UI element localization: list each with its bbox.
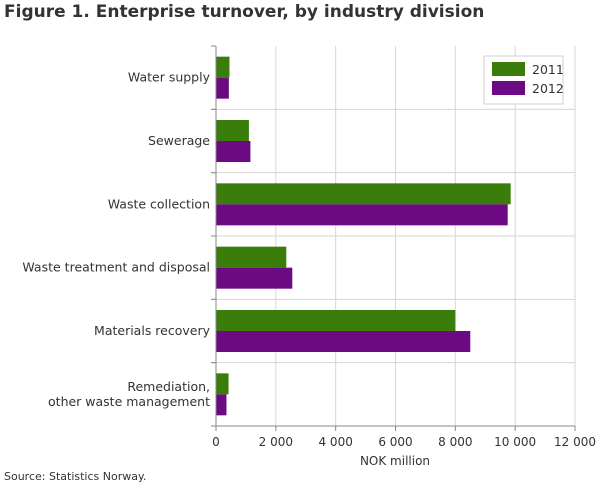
legend-label-2011: 2011 (532, 62, 564, 77)
category-label: other waste management (48, 394, 210, 409)
gridlines (211, 46, 576, 426)
source-note: Source: Statistics Norway. (4, 470, 147, 483)
x-tick-label: 6 000 (378, 435, 412, 449)
axes (211, 45, 576, 431)
x-tick-labels: 0 2 000 4 000 6 000 8 000 10 000 12 000 (212, 435, 596, 449)
x-tick-label: 4 000 (318, 435, 352, 449)
category-labels: Water supply Sewerage Waste collection Wast… (22, 70, 210, 409)
legend: 2011 2012 (483, 55, 564, 105)
bar-2011 (216, 246, 287, 268)
bar-2011 (216, 56, 230, 78)
x-tick-label: 10 000 (494, 435, 536, 449)
category-label: Remediation, (127, 379, 210, 394)
legend-swatch-2012 (492, 81, 525, 95)
category-label: Water supply (128, 70, 211, 85)
bar-2012 (216, 267, 293, 289)
bar-2012 (216, 204, 508, 226)
bar-2012 (216, 394, 227, 416)
x-tick-label: 8 000 (438, 435, 472, 449)
bar-2011 (216, 310, 456, 331)
bar-2011 (216, 120, 249, 141)
x-tick-label: 12 000 (554, 435, 596, 449)
bar-2012 (216, 77, 229, 99)
category-label: Sewerage (148, 133, 210, 148)
category-label: Waste collection (108, 196, 210, 211)
legend-label-2012: 2012 (532, 81, 564, 96)
x-tick-label: 2 000 (259, 435, 293, 449)
bar-2011 (216, 183, 511, 205)
bar-2012 (216, 331, 471, 352)
chart-title: Figure 1. Enterprise turnover, by indust… (4, 2, 485, 22)
category-label: Materials recovery (94, 323, 211, 338)
category-label: Waste treatment and disposal (22, 260, 210, 275)
x-tick-label: 0 (212, 435, 220, 449)
bar-2011 (216, 373, 229, 395)
legend-swatch-2011 (492, 62, 525, 76)
bars (216, 56, 511, 416)
bar-2012 (216, 141, 251, 162)
x-axis-label: NOK million (360, 454, 430, 468)
